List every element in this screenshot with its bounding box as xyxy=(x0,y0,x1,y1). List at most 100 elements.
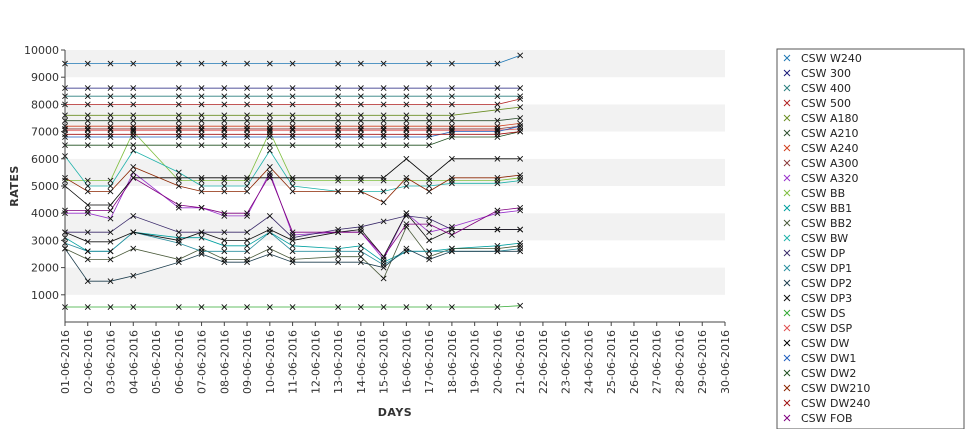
x-tick-label: 21-06-2016 xyxy=(514,330,527,394)
data-point-marker xyxy=(494,180,501,187)
data-point-marker xyxy=(84,131,91,138)
data-point-marker xyxy=(357,248,364,255)
data-point-marker xyxy=(380,93,387,100)
data-point-marker xyxy=(494,155,501,162)
data-point-marker xyxy=(244,183,250,189)
data-point-marker xyxy=(289,229,296,236)
data-point-marker xyxy=(403,142,410,149)
data-point-marker xyxy=(221,304,228,310)
series-line xyxy=(65,106,521,116)
legend-entry: CSW BB1 xyxy=(801,202,852,215)
x-tick-label: 06-06-2016 xyxy=(173,330,186,394)
data-point-marker xyxy=(357,229,364,236)
x-tick-label: 10-06-2016 xyxy=(264,330,277,394)
data-point-marker xyxy=(517,242,524,249)
data-point-marker xyxy=(380,112,387,119)
legend-entry: CSW 500 xyxy=(801,97,851,110)
data-point-marker xyxy=(289,232,296,238)
data-point-marker xyxy=(426,304,433,310)
data-point-marker xyxy=(130,60,137,67)
data-point-marker xyxy=(221,131,228,138)
data-point-marker xyxy=(266,213,273,219)
data-point-marker xyxy=(198,204,205,211)
data-point-marker xyxy=(266,229,273,236)
legend-marker xyxy=(783,114,791,122)
series-line xyxy=(65,131,521,146)
data-point-marker xyxy=(426,248,433,255)
data-point-marker xyxy=(175,134,182,140)
data-point-marker xyxy=(221,125,228,132)
data-point-marker xyxy=(335,229,342,236)
data-point-marker xyxy=(198,85,205,91)
data-point-marker xyxy=(244,256,250,263)
x-tick-label: 03-06-2016 xyxy=(105,330,118,394)
data-point-marker xyxy=(403,248,410,255)
data-point-marker xyxy=(244,134,250,140)
data-point-marker xyxy=(448,131,455,138)
series-line xyxy=(65,98,521,105)
data-point-marker xyxy=(175,169,182,176)
data-point-marker xyxy=(84,134,91,140)
x-tick-label: 16-06-2016 xyxy=(400,330,413,394)
data-point-marker xyxy=(335,142,342,149)
data-point-marker xyxy=(266,142,273,149)
legend-entry: CSW DW210 xyxy=(801,382,870,395)
data-point-marker xyxy=(335,134,342,140)
x-tick-label: 14-06-2016 xyxy=(355,330,368,394)
data-point-marker xyxy=(426,60,433,67)
data-point-marker xyxy=(244,93,250,100)
legend-entry: CSW DW2 xyxy=(801,367,856,380)
data-point-marker xyxy=(448,134,455,140)
legend-marker xyxy=(783,99,791,107)
data-point-marker xyxy=(175,304,182,310)
data-point-marker xyxy=(380,304,387,310)
data-point-marker xyxy=(289,242,296,249)
data-point-marker xyxy=(426,256,433,263)
series-line xyxy=(65,215,521,239)
data-point-marker xyxy=(221,93,228,100)
legend-marker xyxy=(783,84,791,92)
data-point-marker xyxy=(335,245,342,252)
data-point-marker xyxy=(244,101,250,108)
data-point-marker xyxy=(244,125,250,132)
data-point-marker xyxy=(244,242,250,249)
legend-marker xyxy=(783,309,791,317)
legend: CSW W240 CSW 300 CSW 400 CSW 500 CSW A180 CSW… xyxy=(776,48,965,429)
y-tick-label: 4000 xyxy=(31,207,59,220)
data-point-marker xyxy=(266,304,273,310)
legend-entry: CSW DS xyxy=(801,307,846,320)
data-point-marker xyxy=(244,304,250,310)
data-point-marker xyxy=(335,304,342,310)
data-point-marker xyxy=(426,188,433,195)
data-point-marker xyxy=(517,240,524,247)
data-point-marker xyxy=(107,142,114,149)
data-point-marker xyxy=(380,259,387,266)
data-point-marker xyxy=(107,215,114,222)
data-point-marker xyxy=(426,174,433,181)
data-point-marker xyxy=(221,112,228,119)
data-point-marker xyxy=(84,112,91,119)
data-point-marker xyxy=(130,112,137,119)
legend-marker xyxy=(783,279,791,287)
data-point-marker xyxy=(448,155,455,162)
data-point-marker xyxy=(198,177,205,184)
y-tick-label: 7000 xyxy=(31,126,59,139)
data-point-marker xyxy=(175,234,182,241)
data-point-marker xyxy=(403,112,410,119)
data-point-marker xyxy=(84,183,91,189)
data-point-marker xyxy=(266,164,273,170)
data-point-marker xyxy=(266,128,273,135)
data-point-marker xyxy=(357,142,364,149)
data-point-marker xyxy=(266,251,273,257)
data-point-marker xyxy=(289,237,296,244)
data-point-marker xyxy=(107,60,114,67)
data-point-marker xyxy=(517,125,524,132)
plot-band xyxy=(65,267,725,295)
data-point-marker xyxy=(335,226,342,233)
legend-entry: CSW FOB xyxy=(801,412,853,425)
data-point-marker xyxy=(426,131,433,138)
data-point-marker xyxy=(494,174,501,181)
data-point-marker xyxy=(448,125,455,132)
data-point-marker xyxy=(289,112,296,119)
data-point-marker xyxy=(357,226,364,233)
